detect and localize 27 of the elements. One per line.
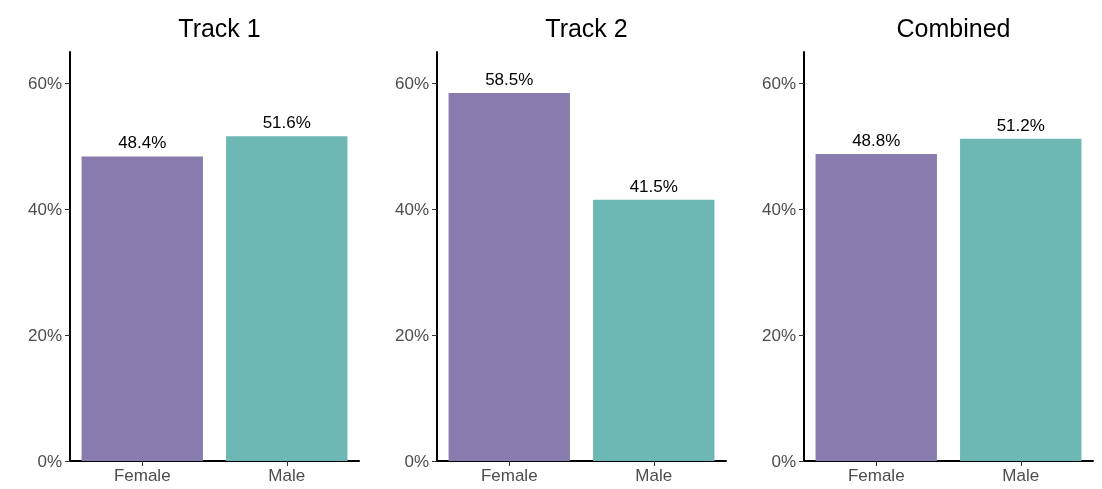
data-label: 41.5% bbox=[629, 176, 678, 196]
y-tick-label: 20% bbox=[27, 325, 62, 345]
y-tick-label: 60% bbox=[761, 73, 796, 93]
x-tick-label: Male bbox=[635, 466, 673, 485]
x-tick-label: Female bbox=[847, 466, 905, 485]
x-tick-label: Male bbox=[268, 466, 306, 485]
y-tick-label: 60% bbox=[394, 73, 429, 93]
chart-title: Track 2 bbox=[545, 13, 628, 42]
data-label: 51.2% bbox=[996, 115, 1045, 135]
y-tick-label: 40% bbox=[761, 199, 796, 219]
chart-title: Combined bbox=[896, 13, 1011, 42]
y-tick-label: 0% bbox=[404, 451, 429, 471]
y-tick-label: 40% bbox=[27, 199, 62, 219]
y-tick-label: 60% bbox=[27, 73, 62, 93]
x-tick-label: Male bbox=[1002, 466, 1040, 485]
y-tick-label: 0% bbox=[771, 451, 796, 471]
x-tick-label: Female bbox=[113, 466, 171, 485]
y-tick-label: 20% bbox=[761, 325, 796, 345]
y-tick-label: 0% bbox=[37, 451, 62, 471]
y-tick-label: 40% bbox=[394, 199, 429, 219]
x-tick-label: Female bbox=[480, 466, 538, 485]
y-tick-label: 20% bbox=[394, 325, 429, 345]
data-label: 58.5% bbox=[485, 69, 534, 89]
data-label: 48.8% bbox=[852, 130, 901, 150]
data-label: 51.6% bbox=[262, 113, 311, 133]
chart-title: Track 1 bbox=[178, 13, 261, 42]
data-label: 48.4% bbox=[118, 133, 167, 153]
